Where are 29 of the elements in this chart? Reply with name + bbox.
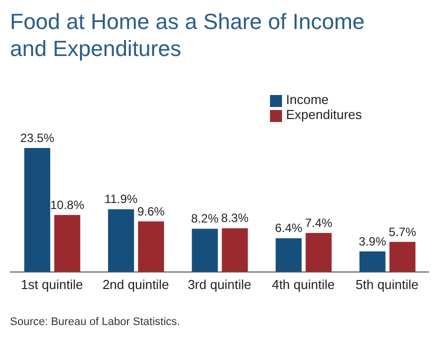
bar [24,148,50,272]
bar [108,209,134,272]
data-label: 10.8% [50,198,85,212]
bar [276,238,302,272]
bar [138,221,164,272]
x-tick-label: 4th quintile [272,277,335,292]
data-label: 23.5% [20,131,55,145]
x-tick-label: 2nd quintile [102,277,169,292]
bar [389,242,416,272]
bar [306,232,332,272]
data-label: 8.2% [191,212,219,226]
data-label: 9.6% [137,204,166,218]
x-tick-label: 5th quintile [356,277,419,292]
bar [192,228,218,272]
data-label: 11.9% [104,192,138,206]
x-tick-label: 1st quintile [20,277,83,292]
bar [222,228,248,272]
legend-label: Expenditures [286,107,362,122]
data-label: 7.4% [304,216,333,230]
x-tick-label: 3rd quintile [188,277,252,292]
legend-label: Income [286,92,329,107]
bar [54,215,80,272]
bar [359,251,386,272]
data-label: 3.9% [358,234,386,248]
chart-title: Food at Home as a Share of Income and Expenditures [9,8,366,62]
data-label: 6.4% [274,221,303,236]
source-note: Source: Bureau of Labor Statistics. [9,316,181,328]
data-label: 5.7% [388,224,416,239]
data-label: 8.3% [221,211,249,226]
